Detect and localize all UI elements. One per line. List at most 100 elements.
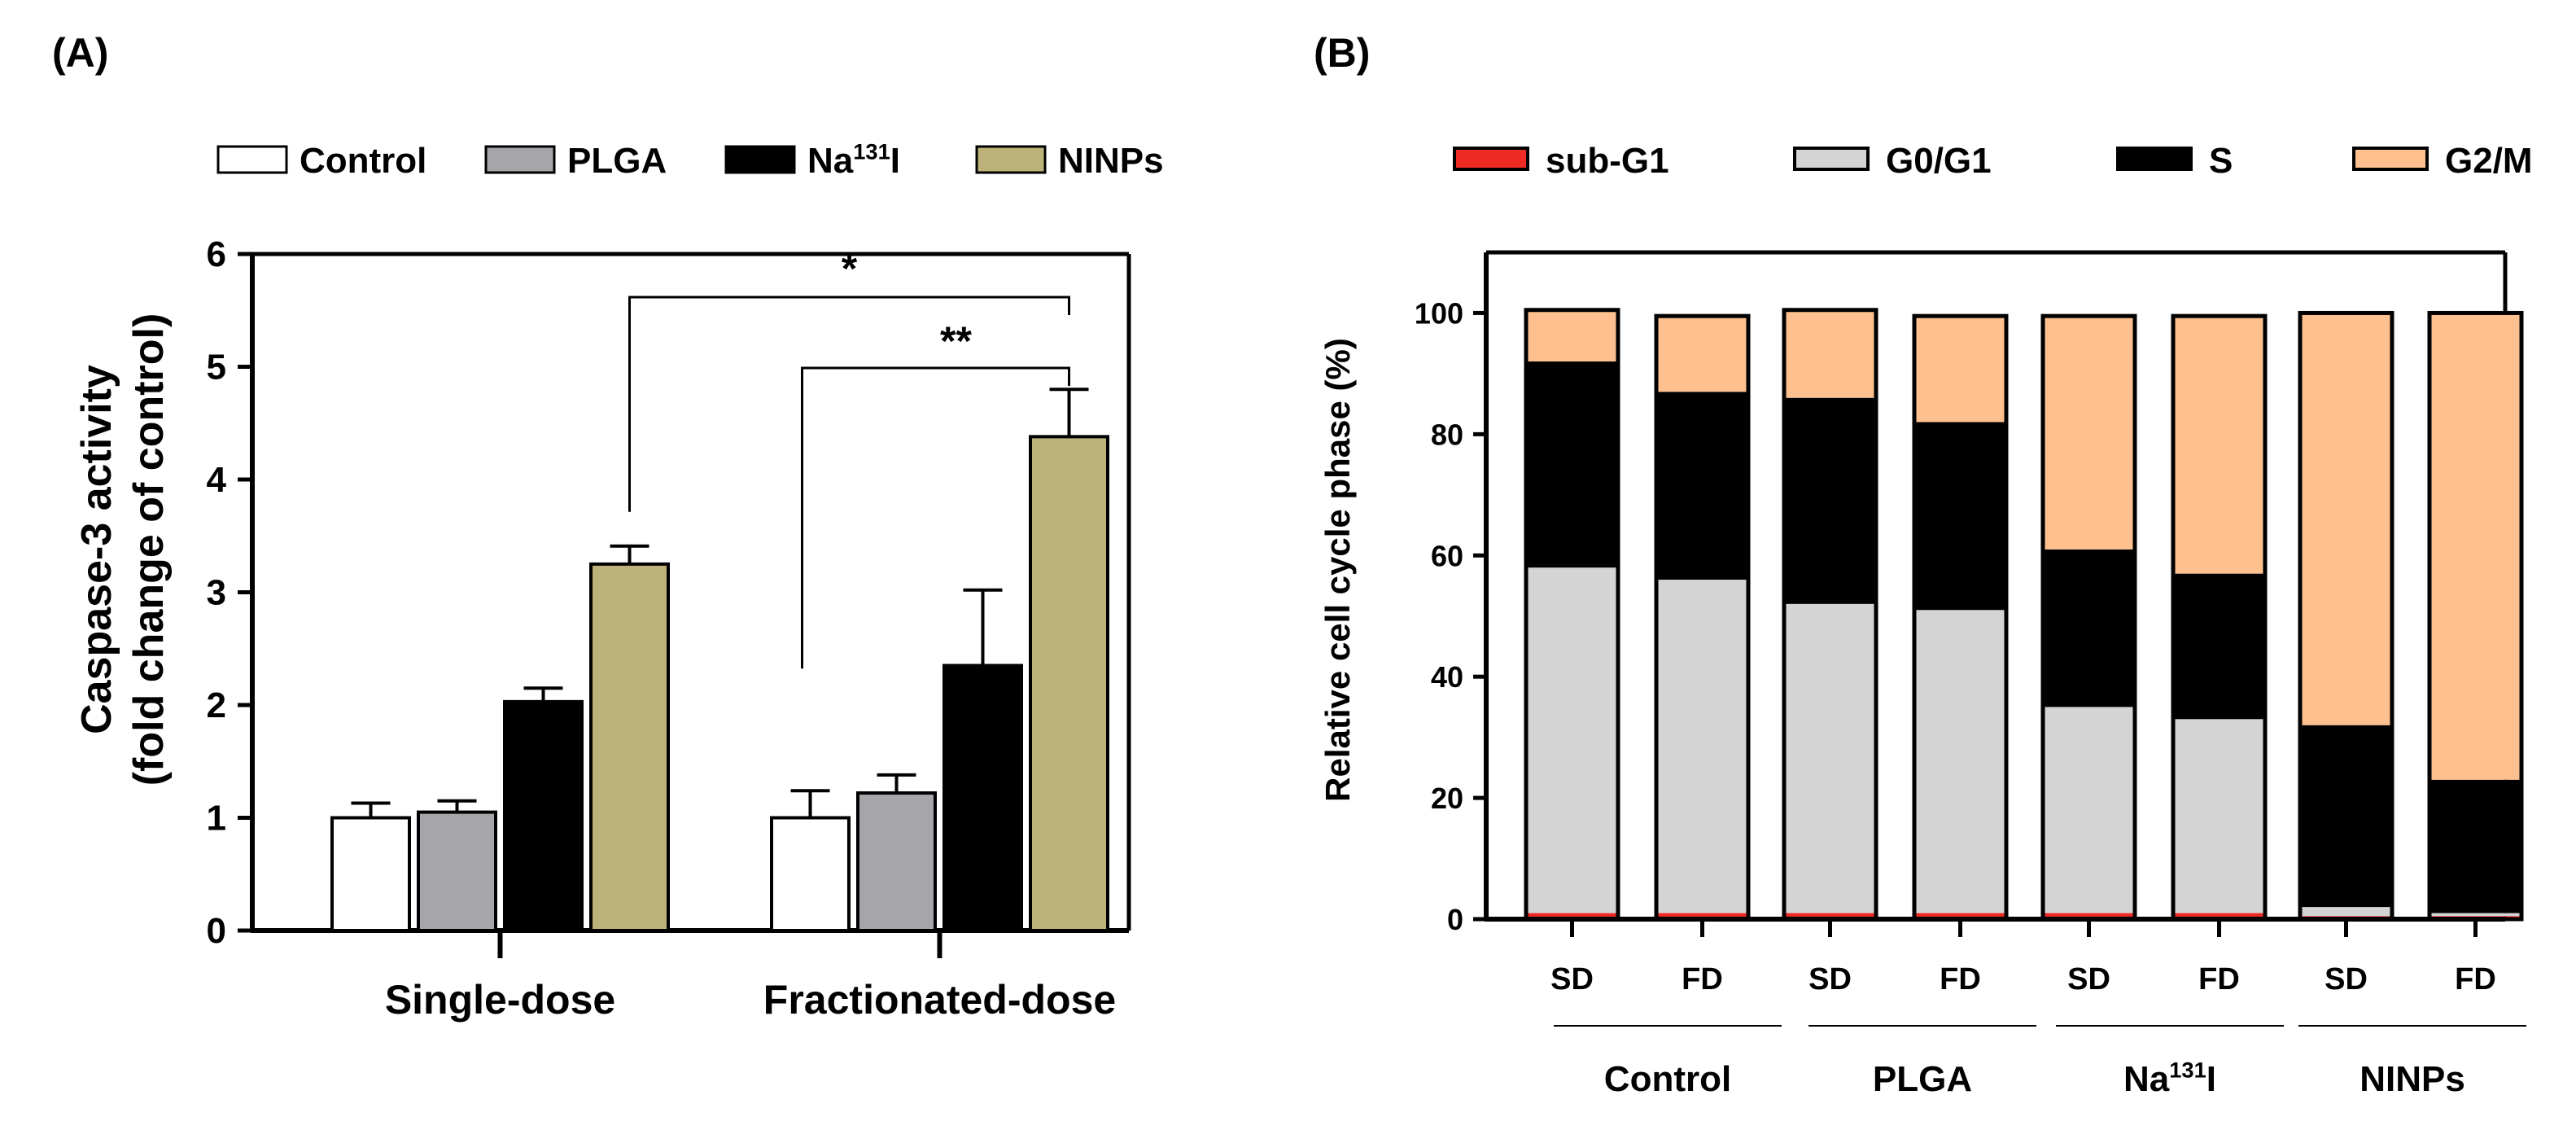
segment-4-g2/m bbox=[2043, 316, 2135, 550]
significance-label-1: * bbox=[842, 246, 858, 291]
plot-area-b: 0 20 40 60 80 100 SD FD SD FD SD FD SD FD Control PLGA N… bbox=[1415, 250, 2526, 1099]
y-tick-label-100: 100 bbox=[1415, 296, 1463, 330]
legend-label-control: Control bbox=[300, 141, 426, 181]
group-label-2: Na131I bbox=[2123, 1057, 2216, 1099]
bar-fractionated-dose-plga bbox=[856, 791, 937, 933]
legend-label-g2/m: G2/M bbox=[2445, 141, 2533, 181]
group-label-2-text: Na bbox=[2123, 1059, 2170, 1099]
legend-b: sub-G1 G0/G1 S G2/M bbox=[1453, 141, 2533, 181]
x-tick-label-3: FD bbox=[1940, 962, 1981, 996]
y-tick-label-5: 5 bbox=[207, 348, 226, 388]
x-tick-label-6: SD bbox=[2325, 962, 2368, 996]
y-axis-title-b: Relative cell cycle phase (%) bbox=[1319, 338, 1357, 802]
y-tick-label-0: 0 bbox=[207, 911, 226, 951]
segment-5-g2/m bbox=[2173, 316, 2265, 574]
x-tick-label-0: SD bbox=[1550, 962, 1594, 996]
bar-fractionated-dose-ninps bbox=[1029, 435, 1109, 932]
bar-fractionated-dose-control bbox=[770, 816, 851, 932]
bar-single-dose-na131i bbox=[503, 699, 584, 932]
segment-5-s bbox=[2173, 573, 2265, 720]
y-tick-label-6: 6 bbox=[207, 234, 226, 274]
segment-3-s bbox=[1914, 422, 2006, 611]
y-axis-title-a-line2: (fold change of control) bbox=[125, 313, 173, 786]
segment-1-sub-g1 bbox=[1656, 913, 1748, 919]
segment-1-s bbox=[1656, 392, 1748, 580]
segment-2-g2/m bbox=[1784, 309, 1876, 398]
y-tick-label-2: 2 bbox=[207, 685, 226, 725]
significance-label-2: ** bbox=[940, 318, 972, 364]
x-tick-label-5: FD bbox=[2198, 962, 2240, 996]
y-tick-label-4: 4 bbox=[207, 460, 227, 500]
segment-1-g2/m bbox=[1656, 316, 1748, 392]
y-tick-label-0: 0 bbox=[1447, 903, 1463, 936]
panel-a: (A) Control PLGA Na131I NINPs Caspase-3 act… bbox=[52, 30, 1164, 1023]
segment-5-sub-g1 bbox=[2173, 913, 2265, 919]
y-tick-label-80: 80 bbox=[1431, 418, 1463, 451]
segment-7-s bbox=[2429, 779, 2521, 913]
x-tick-label-1: FD bbox=[1682, 962, 1723, 996]
segment-2-g0/g1 bbox=[1784, 603, 1876, 913]
legend-label-ninps: NINPs bbox=[1058, 141, 1164, 181]
legend-label-na131i-sup: 131 bbox=[853, 138, 890, 164]
legend-swatch-g2/m bbox=[2352, 147, 2429, 171]
segment-3-sub-g1 bbox=[1914, 913, 2006, 919]
segment-6-g0/g1 bbox=[2300, 907, 2392, 917]
group-label-2-sup: 131 bbox=[2169, 1057, 2206, 1082]
bar-fractionated-dose-na131i bbox=[942, 664, 1023, 933]
segment-1-g0/g1 bbox=[1656, 580, 1748, 913]
significance-bracket-2 bbox=[801, 366, 1070, 669]
segment-7-g0/g1 bbox=[2429, 913, 2521, 917]
panel-b: (B) sub-G1 G0/G1 S G2/M Relative cell cycle… bbox=[1314, 30, 2533, 1099]
panel-label-a: (A) bbox=[52, 30, 108, 76]
legend-swatch-na131i bbox=[724, 145, 796, 174]
x-tick-label-7: FD bbox=[2455, 962, 2496, 996]
group-label-3-text: NINPs bbox=[2360, 1059, 2465, 1099]
legend-swatch-g0/g1 bbox=[1793, 147, 1870, 171]
segment-2-s bbox=[1784, 397, 1876, 604]
legend-label-na131i: Na131I bbox=[807, 138, 900, 181]
legend-label-na131i-tail: I bbox=[890, 141, 900, 181]
legend-swatch-s bbox=[2116, 147, 2193, 171]
group-label-2-tail: I bbox=[2206, 1059, 2216, 1099]
segment-3-g0/g1 bbox=[1914, 610, 2006, 913]
segment-4-sub-g1 bbox=[2043, 913, 2135, 919]
segment-6-g2/m bbox=[2300, 313, 2392, 725]
segment-4-s bbox=[2043, 549, 2135, 707]
y-axis-title-a-line1: Caspase-3 activity bbox=[73, 365, 120, 734]
segment-0-g0/g1 bbox=[1526, 567, 1618, 913]
group-label-1: PLGA bbox=[1873, 1059, 1972, 1099]
x-tick-label-1: Fractionated-dose bbox=[763, 977, 1116, 1023]
bar-single-dose-plga bbox=[417, 810, 497, 933]
segment-6-s bbox=[2300, 725, 2392, 908]
segment-5-g0/g1 bbox=[2173, 719, 2265, 913]
legend-swatch-ninps bbox=[975, 145, 1047, 174]
segment-2-sub-g1 bbox=[1784, 913, 1876, 919]
segment-0-s bbox=[1526, 361, 1618, 568]
bar-single-dose-control bbox=[330, 816, 411, 932]
legend-label-sub-g1: sub-G1 bbox=[1546, 141, 1669, 181]
legend-label-plga: PLGA bbox=[567, 141, 667, 181]
segment-7-g2/m bbox=[2429, 313, 2521, 780]
x-tick-label-4: SD bbox=[2067, 962, 2110, 996]
y-tick-label-20: 20 bbox=[1431, 782, 1463, 815]
legend-label-g0/g1: G0/G1 bbox=[1886, 141, 1992, 181]
legend-label-control-text: Control bbox=[300, 141, 426, 181]
x-tick-label-0: Single-dose bbox=[385, 977, 615, 1023]
segment-3-g2/m bbox=[1914, 316, 2006, 423]
panel-label-b: (B) bbox=[1314, 30, 1370, 76]
y-tick-label-3: 3 bbox=[207, 573, 226, 613]
segment-0-g2/m bbox=[1526, 309, 1618, 362]
bar-single-dose-ninps bbox=[589, 562, 670, 932]
y-tick-label-1: 1 bbox=[207, 799, 226, 839]
legend-label-plga-text: PLGA bbox=[567, 141, 667, 181]
group-label-0: Control bbox=[1604, 1059, 1731, 1099]
legend-label-na131i-text: Na bbox=[807, 141, 854, 181]
group-label-3: NINPs bbox=[2360, 1059, 2465, 1099]
legend-swatch-sub-g1 bbox=[1453, 147, 1529, 171]
legend-a: Control PLGA Na131I NINPs bbox=[216, 138, 1164, 181]
legend-label-s: S bbox=[2209, 141, 2233, 181]
significance-bracket-1 bbox=[628, 296, 1070, 512]
y-tick-label-60: 60 bbox=[1431, 539, 1463, 572]
